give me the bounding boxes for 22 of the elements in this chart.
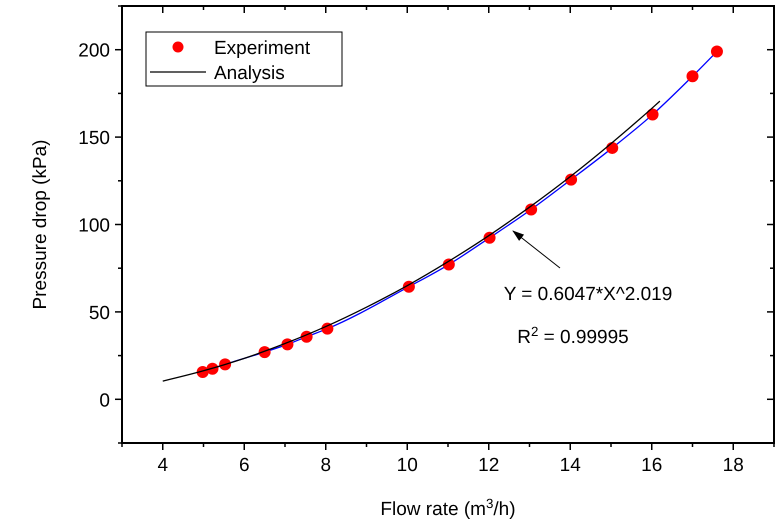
x-tick-label: 12 bbox=[478, 455, 500, 476]
x-tick-label: 14 bbox=[560, 455, 582, 476]
y-tick-label: 150 bbox=[78, 128, 110, 150]
y-tick-label: 100 bbox=[78, 216, 110, 236]
x-tick-label: 4 bbox=[157, 455, 168, 476]
legend-label: Experiment bbox=[214, 38, 311, 59]
point bbox=[710, 45, 723, 58]
x-tick-label: 8 bbox=[320, 455, 332, 476]
annotation: Y = 0.6047*X^2.019 bbox=[504, 284, 672, 305]
x-tick-label: 10 bbox=[396, 455, 418, 476]
legend-label: Analysis bbox=[214, 63, 285, 84]
point bbox=[686, 70, 698, 82]
y-tick-label: 200 bbox=[78, 40, 110, 62]
y-axis-title: Pressure drop (kPa) bbox=[30, 139, 51, 310]
x-tick-label: 16 bbox=[641, 455, 662, 476]
y-tick-label: 50 bbox=[88, 302, 110, 324]
annotation: R$^{2}$ = 0.99995 bbox=[517, 324, 629, 348]
y-tick-label: 0 bbox=[99, 390, 110, 412]
x-axis-title: Flow rate (m$^{3}$/h) bbox=[380, 496, 516, 520]
x-tick-label: 18 bbox=[722, 455, 744, 476]
point bbox=[646, 108, 659, 121]
x-tick-label: 6 bbox=[238, 455, 250, 476]
